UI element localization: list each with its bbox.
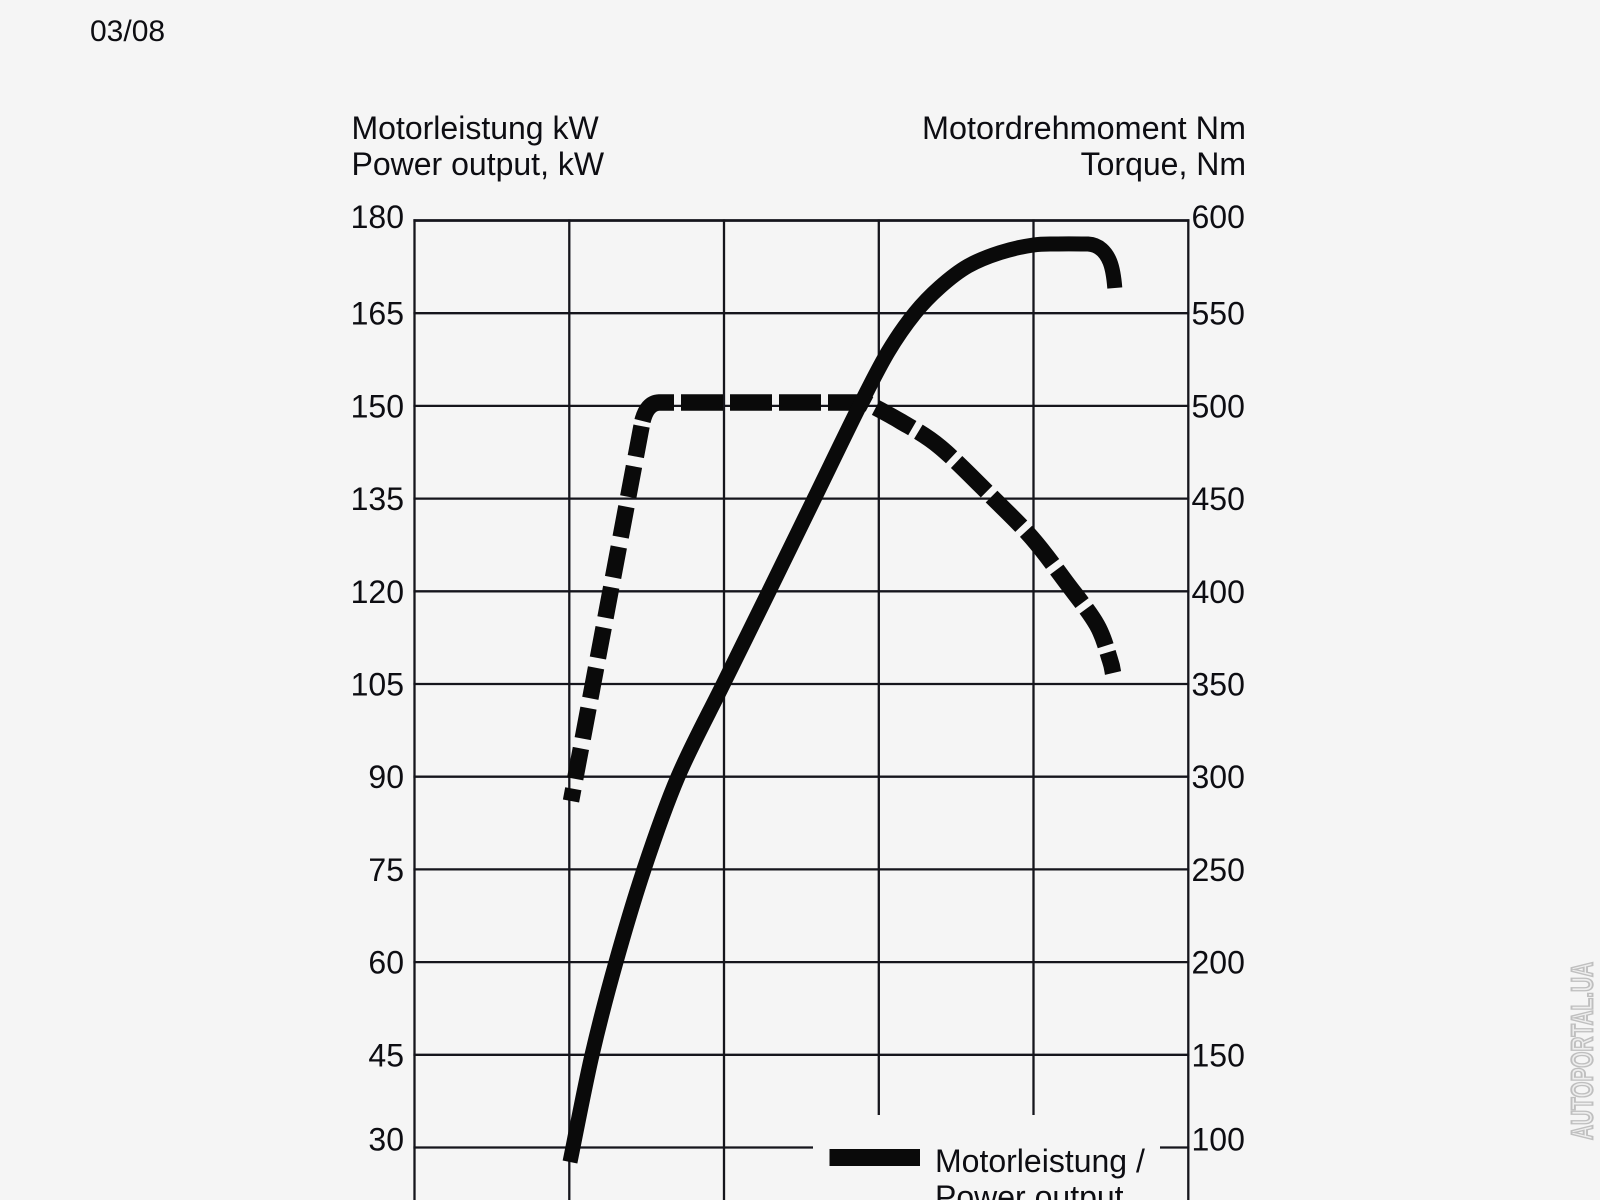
svg-text:550: 550	[1192, 296, 1245, 332]
svg-text:600: 600	[1192, 199, 1245, 235]
svg-text:150: 150	[351, 388, 404, 424]
svg-text:300: 300	[1192, 759, 1245, 795]
svg-text:180: 180	[351, 199, 404, 235]
svg-text:105: 105	[351, 667, 404, 703]
svg-text:135: 135	[351, 481, 404, 517]
svg-text:Motorleistung /: Motorleistung /	[935, 1143, 1145, 1179]
svg-text:Torque, Nm: Torque, Nm	[1081, 146, 1246, 182]
svg-text:350: 350	[1192, 667, 1245, 703]
svg-text:60: 60	[368, 945, 404, 981]
svg-text:90: 90	[368, 759, 404, 795]
svg-text:45: 45	[368, 1037, 404, 1073]
svg-text:Motordrehmoment Nm: Motordrehmoment Nm	[922, 110, 1246, 146]
svg-text:150: 150	[1192, 1037, 1245, 1073]
svg-text:75: 75	[368, 852, 404, 888]
svg-text:500: 500	[1192, 388, 1245, 424]
svg-text:AUTOPORTAL.UA: AUTOPORTAL.UA	[1565, 962, 1600, 1140]
svg-text:30: 30	[368, 1122, 404, 1158]
svg-text:200: 200	[1192, 945, 1245, 981]
svg-text:Motorleistung kW: Motorleistung kW	[352, 110, 600, 146]
svg-text:165: 165	[351, 296, 404, 332]
svg-text:400: 400	[1192, 574, 1245, 610]
svg-text:03/08: 03/08	[90, 15, 165, 48]
svg-text:Power output, kW: Power output, kW	[352, 146, 605, 182]
svg-text:250: 250	[1192, 852, 1245, 888]
svg-text:120: 120	[351, 574, 404, 610]
svg-text:100: 100	[1192, 1122, 1245, 1158]
svg-text:450: 450	[1192, 481, 1245, 517]
svg-text:Power output: Power output	[935, 1179, 1124, 1200]
